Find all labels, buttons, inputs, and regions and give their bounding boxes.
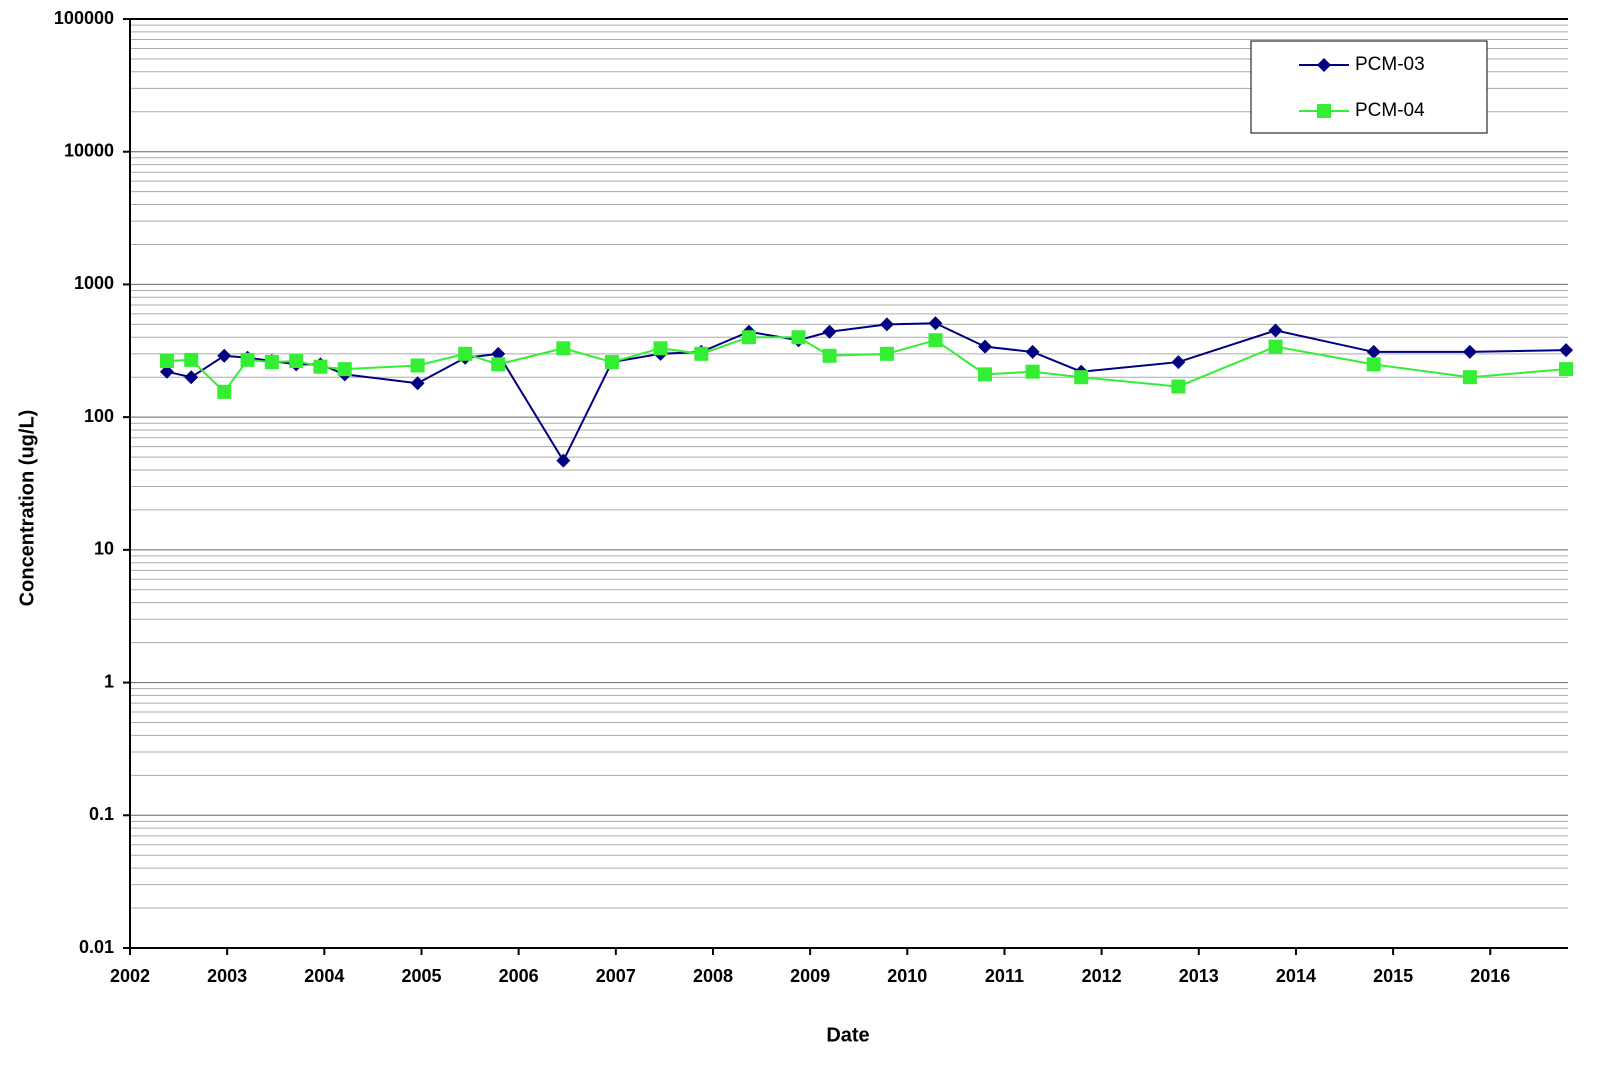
- marker: [1171, 379, 1186, 394]
- legend-marker: [1317, 104, 1331, 118]
- marker: [791, 330, 806, 345]
- y-tick-label: 10000: [64, 140, 114, 160]
- y-tick-label: 10: [94, 539, 114, 559]
- marker: [978, 339, 993, 354]
- marker: [1366, 357, 1381, 372]
- legend-box: [1250, 40, 1488, 134]
- marker: [1559, 362, 1574, 377]
- y-tick-label: 100: [84, 406, 114, 426]
- y-tick-label: 1: [104, 671, 114, 691]
- series-line: [166, 336, 1567, 394]
- x-tick-label: 2002: [110, 966, 150, 986]
- legend-marker: [1317, 58, 1331, 72]
- x-tick-label: 2014: [1276, 966, 1316, 986]
- x-tick-label: 2004: [304, 966, 344, 986]
- marker: [184, 370, 199, 385]
- x-tick-label: 2015: [1373, 966, 1413, 986]
- legend-label: PCM-04: [1355, 100, 1425, 121]
- marker: [604, 355, 619, 370]
- marker: [217, 384, 232, 399]
- marker: [741, 330, 756, 345]
- marker: [928, 316, 943, 331]
- marker: [410, 376, 425, 391]
- x-tick-label: 2012: [1082, 966, 1122, 986]
- x-tick-label: 2010: [887, 966, 927, 986]
- marker: [337, 362, 352, 377]
- marker: [410, 358, 425, 373]
- marker: [1268, 323, 1283, 338]
- marker: [1462, 344, 1477, 359]
- marker: [458, 346, 473, 361]
- x-tick-label: 2013: [1179, 966, 1219, 986]
- marker: [879, 317, 894, 332]
- marker: [217, 348, 232, 363]
- marker: [1074, 370, 1089, 385]
- marker: [879, 346, 894, 361]
- marker: [1559, 343, 1574, 358]
- marker: [653, 341, 668, 356]
- x-tick-label: 2009: [790, 966, 830, 986]
- marker: [694, 346, 709, 361]
- x-tick-label: 2008: [693, 966, 733, 986]
- x-tick-label: 2011: [985, 966, 1024, 986]
- x-tick-label: 2006: [499, 966, 539, 986]
- marker: [159, 364, 174, 379]
- marker: [240, 352, 255, 367]
- series-line: [166, 322, 1567, 463]
- x-axis-title: Date: [826, 1024, 869, 1046]
- y-tick-label: 1000: [74, 273, 114, 293]
- x-tick-label: 2007: [596, 966, 636, 986]
- x-tick-label: 2005: [401, 966, 441, 986]
- y-tick-label: 100000: [54, 8, 114, 28]
- marker: [1025, 344, 1040, 359]
- marker: [556, 453, 571, 468]
- marker: [822, 348, 837, 363]
- marker: [1268, 339, 1283, 354]
- marker: [1025, 364, 1040, 379]
- marker: [313, 359, 328, 374]
- marker: [556, 341, 571, 356]
- marker: [264, 355, 279, 370]
- legend-label: PCM-03: [1355, 54, 1425, 75]
- x-tick-label: 2016: [1470, 966, 1510, 986]
- y-tick-label: 0.01: [79, 937, 114, 957]
- marker: [822, 324, 837, 339]
- marker: [289, 353, 304, 368]
- marker: [159, 353, 174, 368]
- y-axis-title: Concentration (ug/L): [16, 410, 38, 607]
- marker: [491, 357, 506, 372]
- marker: [978, 367, 993, 382]
- y-tick-label: 0.1: [89, 804, 114, 824]
- x-tick-label: 2003: [207, 966, 247, 986]
- marker: [1462, 370, 1477, 385]
- marker: [1171, 355, 1186, 370]
- marker: [184, 352, 199, 367]
- marker: [928, 333, 943, 348]
- marker: [491, 346, 506, 361]
- marker: [1366, 344, 1381, 359]
